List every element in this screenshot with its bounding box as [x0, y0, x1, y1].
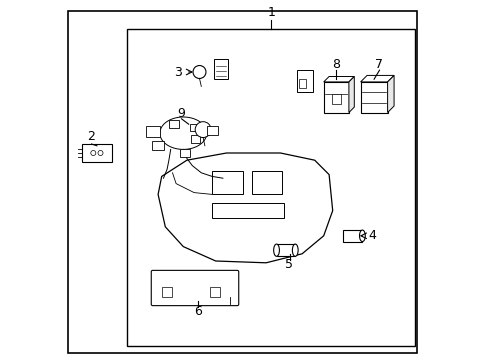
Bar: [145, 126, 159, 137]
Bar: [162, 287, 171, 297]
Circle shape: [195, 122, 211, 138]
Text: 8: 8: [332, 58, 340, 71]
Text: 3: 3: [174, 66, 182, 78]
Bar: [210, 287, 220, 297]
Polygon shape: [323, 77, 354, 82]
Bar: [296, 70, 312, 92]
Text: 1: 1: [267, 6, 275, 19]
Bar: [169, 120, 179, 128]
Polygon shape: [387, 76, 393, 112]
Text: 4: 4: [367, 229, 375, 242]
Bar: [323, 82, 348, 112]
Bar: [213, 59, 228, 79]
Bar: [81, 144, 112, 162]
Ellipse shape: [359, 230, 365, 242]
Bar: [127, 29, 415, 346]
Circle shape: [91, 150, 96, 156]
Ellipse shape: [273, 244, 279, 256]
Text: 2: 2: [87, 130, 95, 143]
Bar: [276, 244, 295, 256]
FancyBboxPatch shape: [151, 270, 238, 306]
Bar: [206, 126, 218, 135]
Ellipse shape: [292, 244, 298, 256]
Bar: [180, 149, 190, 157]
Circle shape: [193, 66, 205, 78]
Bar: [152, 141, 163, 150]
Text: 7: 7: [375, 58, 383, 71]
Bar: [342, 230, 362, 242]
Text: 5: 5: [285, 258, 293, 271]
Bar: [191, 135, 200, 143]
Bar: [331, 94, 340, 104]
Bar: [212, 203, 284, 218]
Polygon shape: [348, 77, 354, 112]
Bar: [360, 82, 387, 112]
Bar: [251, 171, 282, 194]
Polygon shape: [158, 153, 332, 263]
Text: 6: 6: [193, 305, 201, 318]
Bar: [299, 79, 306, 88]
Text: 9: 9: [177, 107, 185, 120]
Bar: [190, 124, 198, 131]
Polygon shape: [360, 76, 393, 82]
Bar: [212, 171, 242, 194]
Circle shape: [98, 150, 103, 156]
